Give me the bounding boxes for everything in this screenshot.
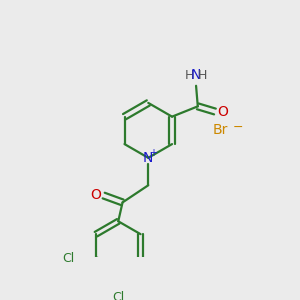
Text: N: N — [143, 151, 154, 165]
Text: O: O — [91, 188, 101, 202]
Text: O: O — [217, 104, 228, 118]
Text: N: N — [191, 68, 201, 83]
Text: Br: Br — [213, 123, 228, 137]
Text: −: − — [232, 121, 243, 134]
Text: Cl: Cl — [112, 291, 124, 300]
Text: +: + — [149, 148, 158, 158]
Text: H: H — [198, 69, 208, 82]
Text: Cl: Cl — [62, 252, 75, 265]
Text: H: H — [184, 69, 194, 82]
